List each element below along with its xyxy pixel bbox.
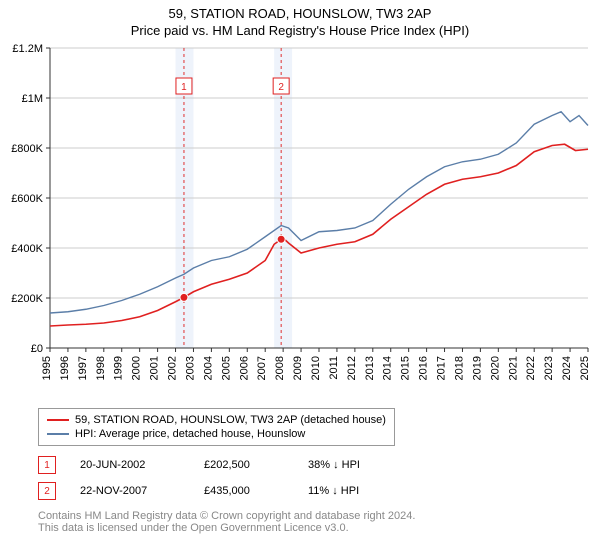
svg-text:1995: 1995 <box>41 356 53 380</box>
svg-text:£800K: £800K <box>11 143 43 155</box>
svg-text:2020: 2020 <box>489 356 501 380</box>
svg-text:2014: 2014 <box>382 356 394 380</box>
svg-text:£600K: £600K <box>11 193 43 205</box>
chart-legend: 59, STATION ROAD, HOUNSLOW, TW3 2AP (det… <box>38 408 395 446</box>
svg-text:2019: 2019 <box>471 356 483 380</box>
svg-text:£0: £0 <box>31 343 43 355</box>
svg-text:2012: 2012 <box>346 356 358 380</box>
svg-text:2000: 2000 <box>131 356 143 380</box>
svg-text:1999: 1999 <box>113 356 125 380</box>
svg-text:1: 1 <box>181 82 187 93</box>
sale-row: 2 22-NOV-2007 £435,000 11% ↓ HPI <box>38 478 388 504</box>
svg-text:2023: 2023 <box>543 356 555 380</box>
svg-text:2009: 2009 <box>292 356 304 380</box>
svg-text:2005: 2005 <box>220 356 232 380</box>
svg-text:2015: 2015 <box>400 356 412 380</box>
svg-text:2011: 2011 <box>328 356 340 380</box>
footer-line1: Contains HM Land Registry data © Crown c… <box>38 510 415 522</box>
svg-text:2013: 2013 <box>364 356 376 380</box>
sale-price: £435,000 <box>204 485 284 497</box>
svg-text:2: 2 <box>278 82 284 93</box>
sales-table: 1 20-JUN-2002 £202,500 38% ↓ HPI 2 22-NOV-200… <box>38 452 388 504</box>
sale-price: £202,500 <box>204 459 284 471</box>
svg-text:2016: 2016 <box>418 356 430 380</box>
svg-text:2021: 2021 <box>507 356 519 380</box>
svg-text:2002: 2002 <box>167 356 179 380</box>
legend-swatch <box>47 433 69 435</box>
sale-marker: 2 <box>38 482 56 500</box>
svg-text:2007: 2007 <box>256 356 268 380</box>
sale-hpi-diff: 38% ↓ HPI <box>308 459 388 471</box>
legend-item: HPI: Average price, detached house, Houn… <box>47 427 386 441</box>
svg-text:2025: 2025 <box>579 356 591 380</box>
svg-text:2003: 2003 <box>184 356 196 380</box>
svg-text:2006: 2006 <box>238 356 250 380</box>
sale-date: 22-NOV-2007 <box>80 485 180 497</box>
footer-copyright: Contains HM Land Registry data © Crown c… <box>38 510 415 534</box>
svg-text:£1.2M: £1.2M <box>12 43 43 55</box>
svg-text:£400K: £400K <box>11 243 43 255</box>
svg-text:2022: 2022 <box>525 356 537 380</box>
svg-text:2004: 2004 <box>202 356 214 380</box>
legend-item: 59, STATION ROAD, HOUNSLOW, TW3 2AP (det… <box>47 413 386 427</box>
svg-text:1996: 1996 <box>59 356 71 380</box>
svg-text:1998: 1998 <box>95 356 107 380</box>
footer-line2: This data is licensed under the Open Gov… <box>38 522 415 534</box>
svg-text:2001: 2001 <box>149 356 161 380</box>
svg-text:£1M: £1M <box>22 93 43 105</box>
svg-text:2018: 2018 <box>453 356 465 380</box>
chart-plot: £0 £200K £400K £600K £800K £1M £1.2M 1995 1996 19… <box>0 42 600 402</box>
legend-label: HPI: Average price, detached house, Houn… <box>75 428 305 440</box>
svg-text:2008: 2008 <box>274 356 286 380</box>
legend-label: 59, STATION ROAD, HOUNSLOW, TW3 2AP (det… <box>75 414 386 426</box>
sale-marker: 1 <box>38 456 56 474</box>
chart-title-subtitle: Price paid vs. HM Land Registry's House … <box>0 21 600 42</box>
svg-text:£200K: £200K <box>11 293 43 305</box>
svg-text:2024: 2024 <box>561 356 573 380</box>
chart-title-address: 59, STATION ROAD, HOUNSLOW, TW3 2AP <box>0 0 600 21</box>
sale-hpi-diff: 11% ↓ HPI <box>308 485 388 497</box>
svg-text:1997: 1997 <box>77 356 89 380</box>
svg-text:2017: 2017 <box>436 356 448 380</box>
legend-swatch <box>47 419 69 421</box>
sale-date: 20-JUN-2002 <box>80 459 180 471</box>
sale-row: 1 20-JUN-2002 £202,500 38% ↓ HPI <box>38 452 388 478</box>
svg-text:2010: 2010 <box>310 356 322 380</box>
